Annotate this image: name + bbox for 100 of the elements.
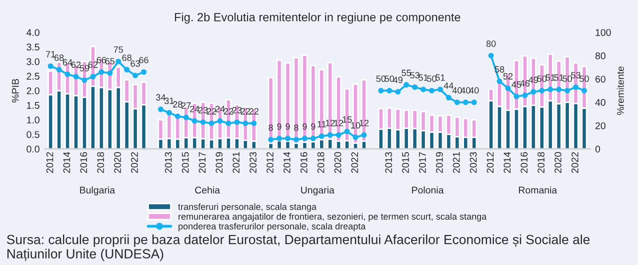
data-label: 63 <box>130 60 140 67</box>
x-tick-label: 2020 <box>554 152 562 173</box>
data-label: 62 <box>88 62 98 68</box>
data-label: 50 <box>562 76 572 82</box>
data-label: 64 <box>62 59 72 66</box>
data-label: 53 <box>410 72 420 78</box>
x-tick-label: 2023 <box>250 152 256 173</box>
data-label: 65 <box>105 58 115 64</box>
point <box>98 69 104 75</box>
data-label: 49 <box>528 76 538 84</box>
point <box>107 70 113 76</box>
x-tick-label: 2014 <box>63 152 70 173</box>
y-tick-label: 2.5 <box>26 72 40 80</box>
legend-label: ponderea trasferurilor personale, scala dreapta <box>178 222 366 232</box>
x-tick-label: 2016 <box>80 152 88 173</box>
data-label: 23 <box>232 106 242 114</box>
y-tick-label: 0.5 <box>26 131 40 138</box>
point <box>564 88 570 94</box>
data-label: 68 <box>122 54 132 61</box>
y2-tick-label: 0 <box>595 146 600 153</box>
x-tick-label: 2013 <box>385 152 392 173</box>
data-label: 9 <box>277 123 282 130</box>
x-tick-label: 2022 <box>351 152 358 173</box>
text: Ungaria <box>301 186 334 196</box>
point <box>404 82 410 88</box>
data-label: 28 <box>173 101 182 108</box>
point <box>276 136 282 142</box>
point <box>116 58 122 64</box>
data-label: 23 <box>198 106 208 114</box>
point <box>251 120 257 126</box>
point <box>420 86 426 92</box>
data-label: 12 <box>326 120 335 126</box>
data-label: 51 <box>554 74 564 81</box>
point <box>344 128 350 134</box>
point <box>496 78 502 84</box>
x-tick-label: 2020 <box>334 152 342 173</box>
data-label: 40 <box>469 87 479 94</box>
legend-label: remunerarea angajatilor de frontiera, sezonieri, pe termen scurt, scala stanga <box>178 213 487 222</box>
point <box>293 136 300 142</box>
data-label: 12 <box>360 120 369 126</box>
point <box>446 94 452 100</box>
data-label: 51 <box>546 74 555 81</box>
data-label: 22 <box>249 108 258 114</box>
point <box>73 74 79 80</box>
point <box>174 114 180 120</box>
y-tick-label: 3.0 <box>26 58 40 66</box>
data-label: 9 <box>302 123 307 130</box>
data-label: 68 <box>54 54 64 61</box>
y2-tick-label: 60 <box>596 76 606 83</box>
point <box>572 84 579 90</box>
point <box>132 72 138 78</box>
point <box>183 114 189 120</box>
point <box>234 119 240 125</box>
point <box>200 119 206 125</box>
point <box>522 92 528 98</box>
data-label: 31 <box>164 98 174 104</box>
point <box>428 88 435 94</box>
data-label: 22 <box>206 108 216 114</box>
data-label: 51 <box>418 74 428 81</box>
data-label: 11 <box>318 121 326 128</box>
data-label: 46 <box>520 80 530 87</box>
point <box>166 110 172 116</box>
text: Sursa: calcule proprii pe baza datelor Eurostat, Departamentului Afacerilor Economice și Sociale ale Națiunilor Unite (UNDESA) <box>6 234 590 262</box>
y2-tick-label: 40 <box>595 99 606 106</box>
data-label: 51 <box>436 74 445 81</box>
point <box>302 136 308 142</box>
point <box>310 136 316 142</box>
data-label: 44 <box>444 82 454 89</box>
point <box>556 86 562 92</box>
point <box>284 136 291 142</box>
data-label: 22 <box>224 108 234 114</box>
point <box>361 132 367 138</box>
x-tick-label: 2012 <box>486 152 494 173</box>
point <box>192 118 198 124</box>
point <box>539 88 545 94</box>
x-tick-label: 2022 <box>131 152 138 173</box>
point <box>352 134 358 140</box>
x-tick-label: 2012 <box>266 152 274 173</box>
x-tick-label: 2019 <box>436 152 443 173</box>
data-label: 9 <box>311 123 316 130</box>
text: Cehia <box>195 186 220 194</box>
data-label: 71 <box>46 51 56 58</box>
data-label: 50 <box>384 76 394 82</box>
y-tick-label: 4.0 <box>26 29 40 36</box>
y-axis-title: %PIB <box>12 78 19 102</box>
point <box>454 100 460 106</box>
point <box>242 120 248 126</box>
point <box>505 86 511 92</box>
text: Romania <box>518 186 558 194</box>
point <box>488 52 494 58</box>
x-tick-label: 2018 <box>317 152 324 173</box>
point <box>462 100 468 106</box>
point <box>318 133 324 139</box>
legend-label: transferuri personale, scala stanga <box>178 203 317 212</box>
x-tick-label: 2018 <box>97 152 104 173</box>
point <box>336 132 342 138</box>
point <box>514 94 520 100</box>
data-label: 75 <box>114 46 123 53</box>
text: Bulgaria <box>80 186 116 196</box>
point <box>140 69 147 75</box>
